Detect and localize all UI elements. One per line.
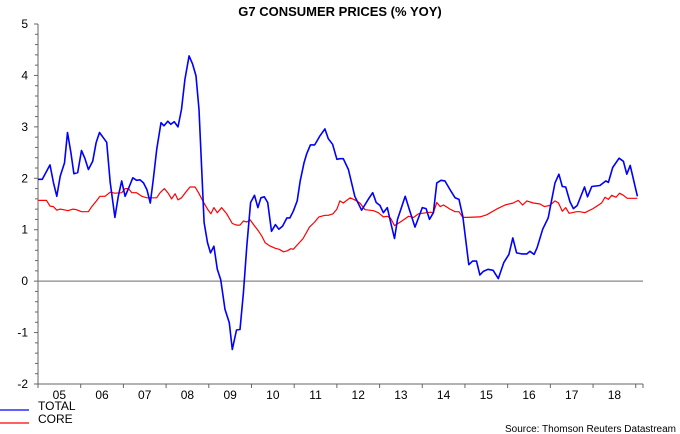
legend: TOTAL CORE [0,399,76,426]
legend-label-total: TOTAL [38,399,76,413]
x-tick-label: 10 [266,388,280,402]
x-tick-label: 07 [138,388,152,402]
x-tick-label: 05 [53,388,67,402]
x-tick-label: 09 [223,388,237,402]
x-tick-label: 16 [522,388,536,402]
y-tick-label: 1 [21,223,28,237]
x-tick-label: 12 [352,388,366,402]
y-tick-label: 5 [21,17,28,31]
y-tick-label: -2 [17,377,28,391]
x-tick-label: 17 [565,388,579,402]
y-tick-label: -1 [17,326,28,340]
series-line-core [38,186,638,253]
chart-title: G7 CONSUMER PRICES (% YOY) [238,4,441,19]
source-note: Source: Thomson Reuters Datastream [505,424,676,434]
x-tick-label: 11 [309,388,322,402]
x-tick-label: 08 [181,388,195,402]
x-tick-label: 13 [394,388,408,402]
y-tick-label: 4 [21,68,28,82]
x-tick-label: 18 [608,388,622,402]
y-tick-label: 2 [21,171,28,185]
y-tick-label: 0 [21,274,28,288]
series-group [38,55,639,351]
y-tick-label: 3 [21,120,28,134]
series-line-total [38,55,639,351]
legend-label-core: CORE [38,412,73,426]
x-tick-label: 14 [437,388,451,402]
x-tick-label: 15 [480,388,494,402]
x-tick-label: 06 [95,388,109,402]
